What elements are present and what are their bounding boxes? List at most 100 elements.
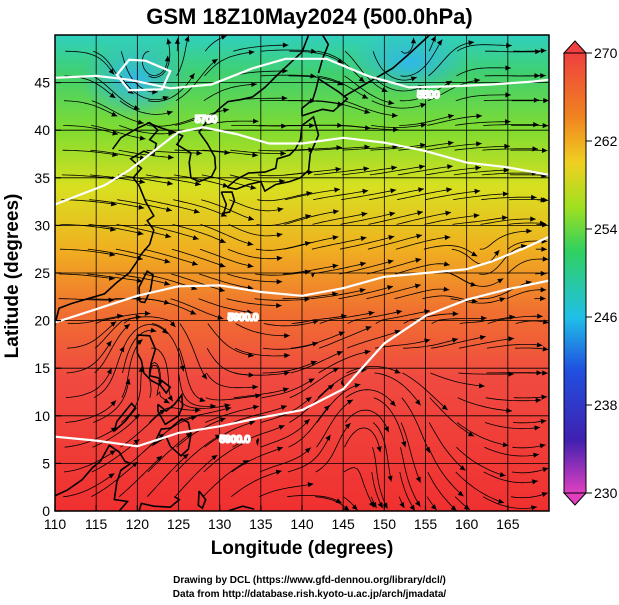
streamline: [204, 421, 256, 448]
streamline: [198, 298, 253, 314]
streamline-arrow: [382, 502, 388, 509]
streamline: [339, 236, 395, 250]
streamline: [89, 199, 145, 209]
streamline: [203, 439, 252, 473]
y-tick-label: 25: [34, 265, 50, 281]
coastline: [55, 460, 101, 497]
streamline-arrow: [541, 394, 548, 400]
streamline: [289, 367, 340, 399]
streamline: [513, 50, 547, 52]
streamline-arrow: [137, 119, 144, 125]
streamline-arrow: [543, 97, 549, 104]
streamline-arrow: [217, 314, 224, 320]
streamline-arrow: [364, 109, 371, 115]
streamline-arrow: [139, 135, 146, 141]
y-tick-label: 40: [34, 122, 50, 138]
streamline: [148, 361, 161, 398]
streamline: [313, 167, 370, 176]
streamline: [259, 447, 312, 473]
streamline: [481, 196, 537, 201]
streamline: [204, 51, 255, 77]
streamline-arrow: [336, 350, 343, 356]
streamline: [147, 432, 193, 473]
streamline-arrow: [282, 68, 288, 74]
streamline: [122, 324, 168, 349]
colorbar-tick-label: 262: [594, 133, 618, 149]
streamline: [484, 422, 541, 430]
streamline-arrow: [108, 297, 115, 303]
streamline: [171, 248, 226, 268]
streamline-arrow: [360, 235, 367, 242]
page-title: GSM 18Z10May2024 (500.0hPa): [146, 4, 473, 29]
streamline-arrow: [542, 197, 549, 203]
streamline: [259, 483, 314, 498]
streamline: [313, 190, 369, 201]
streamline: [427, 471, 457, 511]
streamline-arrow: [536, 342, 543, 348]
streamline-arrow: [336, 58, 343, 64]
x-tick-label: 120: [126, 516, 150, 532]
streamline-arrow: [252, 118, 259, 124]
streamline: [425, 167, 482, 176]
streamline: [235, 323, 290, 337]
streamline: [431, 317, 487, 324]
streamline: [93, 378, 130, 423]
streamline-arrow: [189, 73, 195, 80]
streamline-arrow: [537, 313, 543, 319]
streamline-arrow: [211, 455, 218, 461]
streamline-arrow: [533, 452, 539, 458]
streamline: [287, 434, 331, 473]
colorbar-tick-label: 230: [594, 485, 618, 501]
streamline-arrow: [540, 48, 547, 54]
streamline: [481, 172, 538, 176]
streamline-arrow: [275, 469, 282, 475]
streamline-arrow: [165, 233, 172, 239]
streamline: [424, 214, 480, 225]
streamline-arrow: [389, 400, 396, 407]
streamline-arrow: [110, 321, 117, 327]
streamline: [367, 258, 422, 275]
streamline: [343, 125, 399, 130]
streamline: [170, 298, 224, 320]
x-tick-label: 130: [208, 516, 232, 532]
streamline-arrow: [252, 384, 259, 390]
streamline-arrow: [251, 81, 257, 88]
streamline: [90, 149, 146, 159]
streamline-arrow: [307, 482, 314, 488]
streamline: [399, 471, 416, 511]
streamline: [91, 461, 139, 498]
streamline-arrow: [106, 340, 112, 347]
colorbar-ticks: 270 262 254 246 238 230: [586, 45, 618, 501]
streamline: [229, 199, 284, 212]
streamline-arrow: [499, 297, 506, 303]
streamline-arrow: [363, 166, 370, 172]
streamline-arrow: [210, 403, 217, 409]
streamline: [455, 471, 505, 504]
streamline-arrow: [531, 479, 538, 485]
streamline: [456, 67, 511, 77]
streamline-arrow: [150, 327, 157, 333]
streamline-arrow: [152, 89, 158, 95]
streamline-arrow: [133, 439, 140, 445]
streamline: [317, 369, 367, 398]
streamline-arrow: [368, 310, 375, 316]
streamline-arrow: [344, 423, 351, 429]
streamline-arrow: [368, 501, 375, 508]
y-tick-label: 5: [42, 455, 50, 471]
streamline: [282, 293, 338, 300]
streamline-arrow: [377, 502, 383, 509]
streamline-arrow: [136, 255, 143, 261]
streamline-arrow: [109, 450, 116, 456]
streamline: [261, 49, 317, 53]
streamline: [515, 347, 549, 350]
streamline: [371, 100, 427, 109]
streamline-arrow: [542, 370, 548, 376]
streamline: [232, 70, 288, 77]
streamline-arrow: [220, 35, 227, 40]
streamline: [260, 418, 311, 448]
streamline: [60, 224, 116, 231]
streamline: [456, 422, 509, 446]
streamline: [201, 174, 257, 189]
streamline: [231, 446, 284, 473]
streamline-arrow: [190, 309, 197, 315]
